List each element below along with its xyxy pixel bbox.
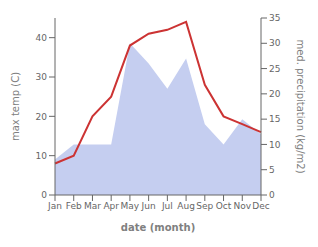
- svg-text:Sep: Sep: [196, 201, 213, 211]
- svg-text:35: 35: [269, 13, 280, 23]
- svg-text:Mar: Mar: [84, 201, 101, 211]
- svg-text:Feb: Feb: [66, 201, 82, 211]
- svg-text:30: 30: [36, 72, 48, 82]
- svg-text:5: 5: [269, 165, 275, 175]
- svg-text:0: 0: [269, 190, 275, 200]
- svg-text:40: 40: [36, 33, 48, 43]
- svg-text:Dec: Dec: [252, 201, 269, 211]
- svg-text:med. precipitation (kg/m2): med. precipitation (kg/m2): [295, 39, 306, 173]
- svg-text:Jan: Jan: [47, 201, 62, 211]
- svg-text:Aug: Aug: [177, 201, 195, 211]
- svg-text:30: 30: [269, 38, 281, 48]
- svg-text:0: 0: [41, 190, 47, 200]
- svg-text:15: 15: [269, 114, 280, 124]
- svg-text:20: 20: [269, 89, 281, 99]
- svg-text:10: 10: [269, 140, 281, 150]
- svg-text:Nov: Nov: [233, 201, 251, 211]
- svg-text:Jul: Jul: [161, 201, 173, 211]
- svg-text:Jun: Jun: [141, 201, 156, 211]
- svg-text:25: 25: [269, 64, 280, 74]
- svg-text:10: 10: [36, 151, 48, 161]
- svg-text:May: May: [121, 201, 140, 211]
- svg-text:Apr: Apr: [103, 201, 119, 211]
- svg-text:max temp (C): max temp (C): [10, 72, 21, 141]
- svg-text:date (month): date (month): [121, 222, 195, 233]
- svg-text:Oct: Oct: [216, 201, 232, 211]
- svg-text:20: 20: [36, 112, 48, 122]
